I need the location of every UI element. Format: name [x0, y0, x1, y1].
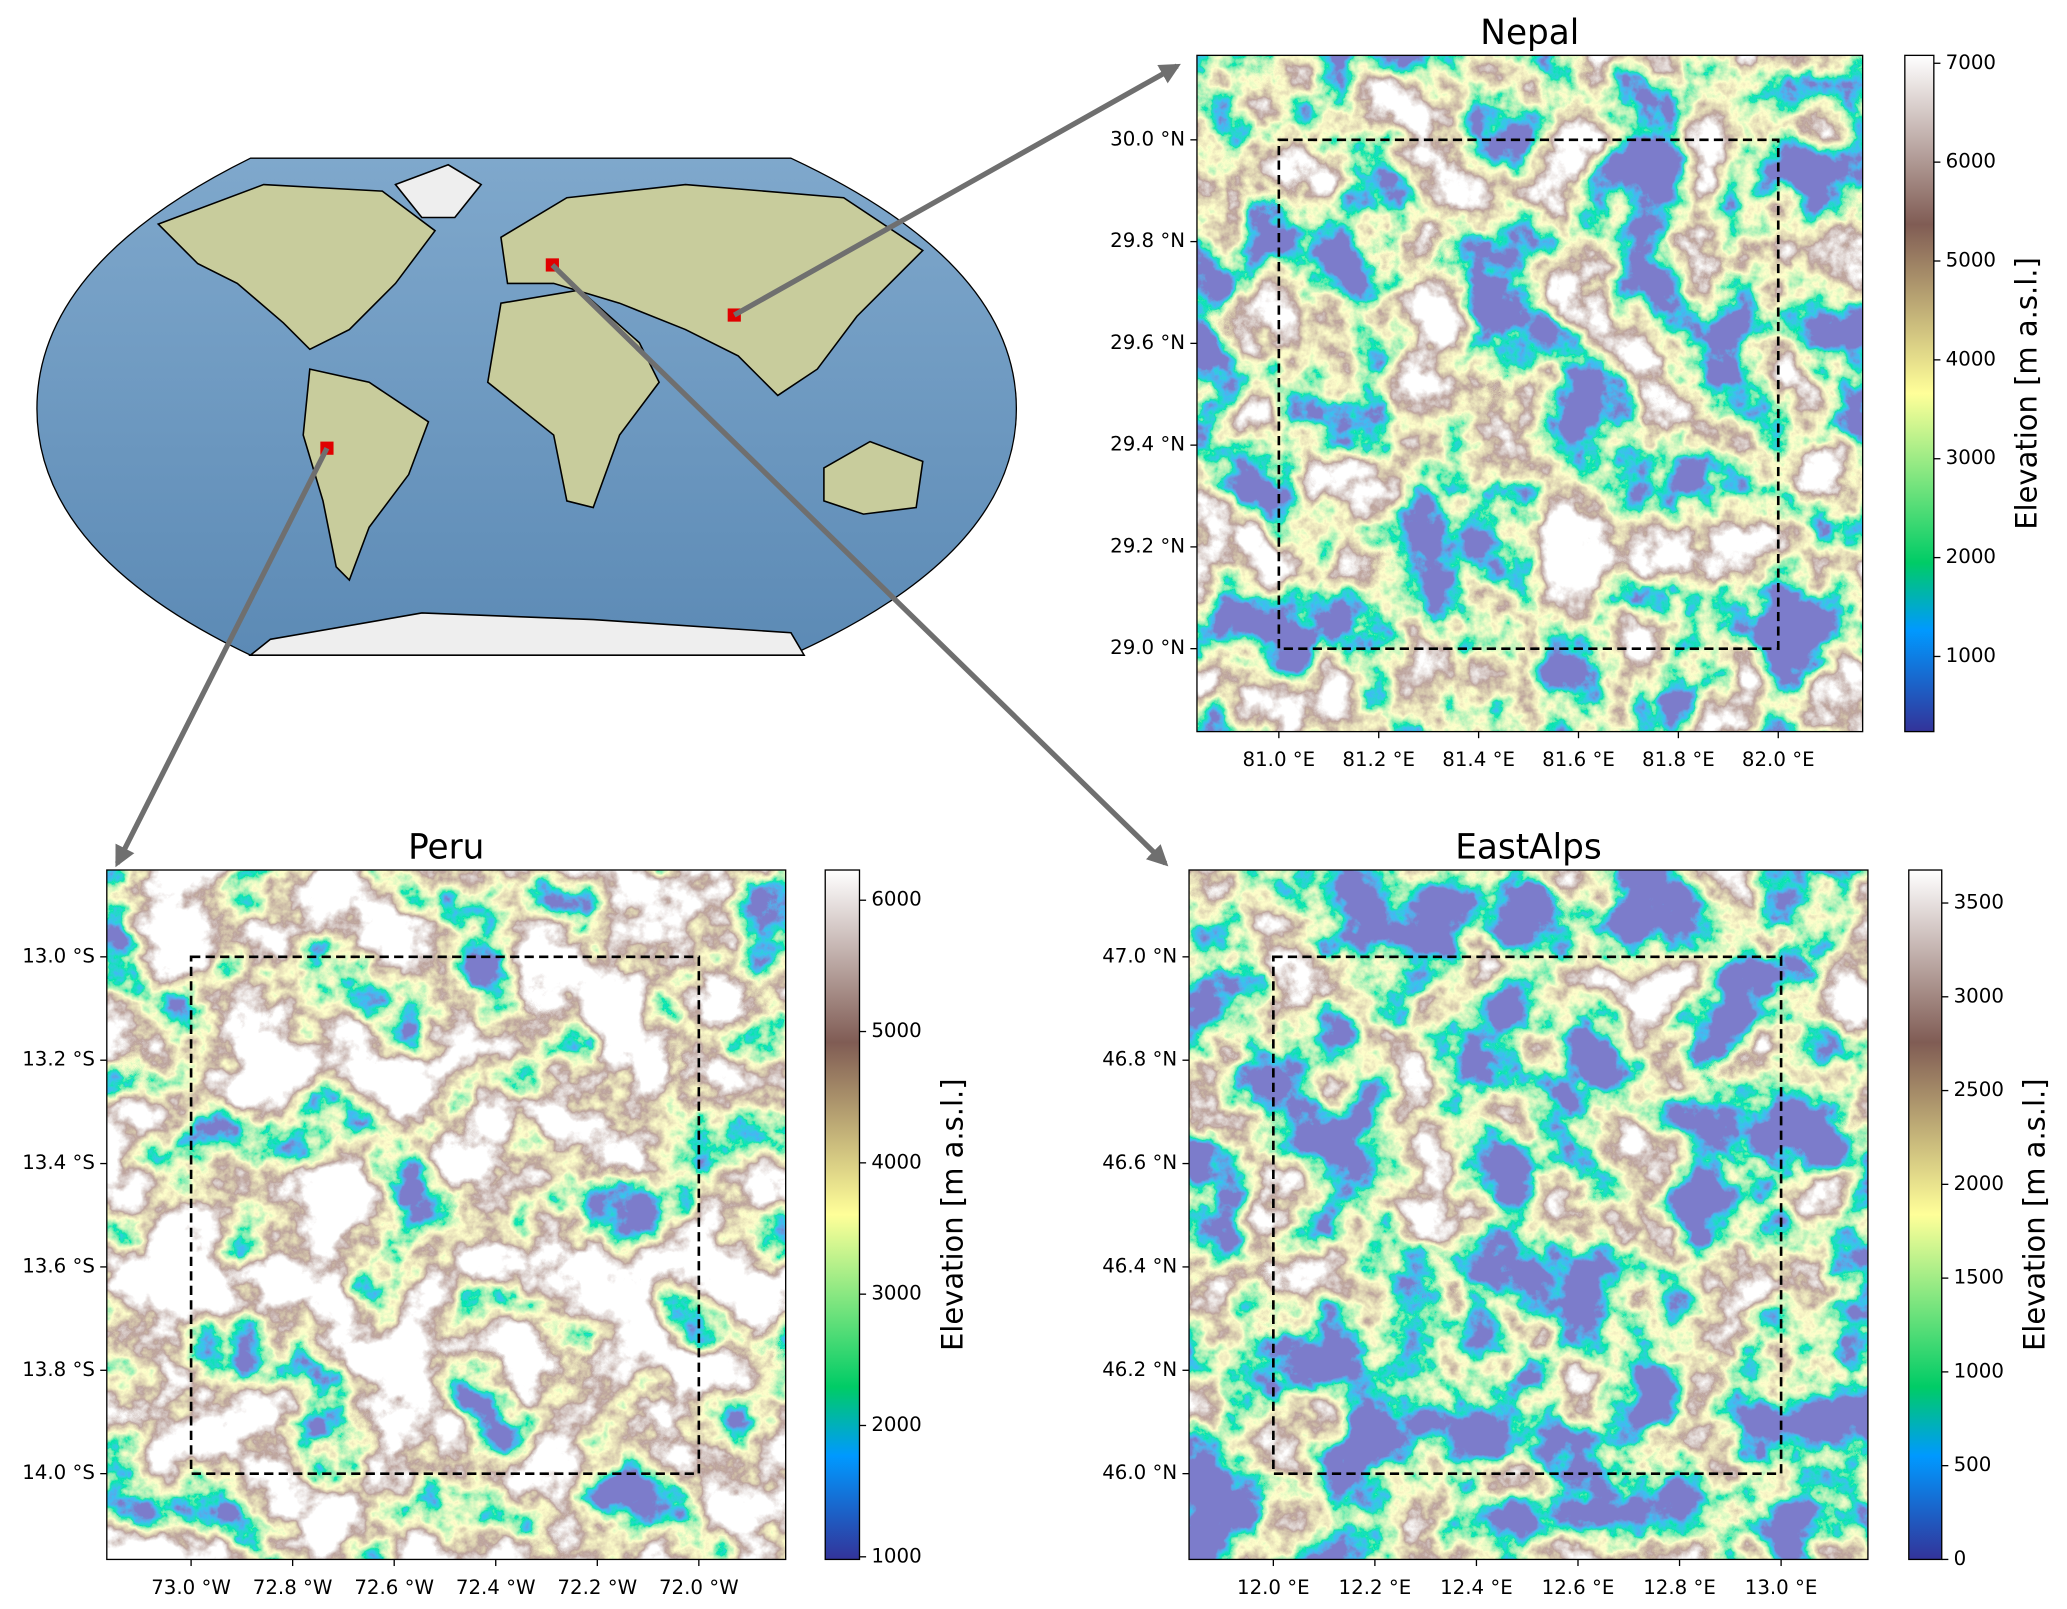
y-tick-label: 47.0 °N [1102, 944, 1177, 967]
map-panel: Nepal 81.0 °E 81.2 °E 81.4 °E 81.6 °E 81.8 °E… [1110, 13, 2044, 771]
plot-frame [1196, 54, 1864, 733]
panel-title: EastAlps [1455, 827, 1601, 867]
y-tick-label: 13.4 °S [22, 1151, 95, 1174]
colorbar-tick-label: 6000 [871, 888, 921, 911]
elevation-field [106, 870, 786, 1560]
y-tick-label: 14.0 °S [22, 1461, 95, 1484]
x-tick-label: 73.0 °W [151, 1576, 231, 1599]
map-panel: EastAlps 12.0 °E 12.2 °E 12.4 °E 12.6 °E 12.8… [1102, 827, 2051, 1599]
y-tick-label: 29.8 °N [1110, 229, 1185, 252]
y-tick-label: 46.2 °N [1102, 1358, 1177, 1381]
y-tick-label: 13.2 °S [22, 1048, 95, 1071]
colorbar-tick-label: 1000 [1954, 1359, 2004, 1382]
colorbar-tick-label: 3000 [1954, 984, 2004, 1007]
y-tick-label: 29.6 °N [1110, 331, 1185, 354]
land [823, 440, 924, 515]
colorbar [1908, 869, 1943, 1561]
elevation-field [1189, 870, 1868, 1560]
y-tick-label: 46.4 °N [1102, 1254, 1177, 1277]
colorbar-tick-label: 2000 [1954, 1172, 2004, 1195]
colorbar-tick-label: 1000 [871, 1544, 921, 1567]
land [394, 163, 483, 219]
colorbar-tick-label: 3000 [871, 1282, 921, 1305]
colorbar-tick-label: 0 [1954, 1547, 1967, 1570]
colorbar-tick-label: 3000 [1946, 446, 1996, 469]
y-tick-label: 13.6 °S [22, 1254, 95, 1277]
x-tick-label: 81.0 °E [1243, 748, 1316, 771]
x-tick-label: 81.6 °E [1542, 748, 1615, 771]
x-tick-label: 81.4 °E [1442, 748, 1515, 771]
panel-title: Nepal [1480, 13, 1579, 53]
colorbar [824, 869, 861, 1561]
elevation-field [1196, 55, 1863, 732]
x-tick-label: 81.2 °E [1342, 748, 1415, 771]
x-tick-label: 72.4 °W [456, 1576, 536, 1599]
y-tick-label: 46.6 °N [1102, 1151, 1177, 1174]
land [486, 289, 661, 509]
x-tick-label: 82.0 °E [1742, 748, 1815, 771]
land [156, 183, 437, 351]
colorbar-tick-label: 3500 [1954, 891, 2004, 914]
colorbar-tick-label: 4000 [1946, 347, 1996, 370]
x-tick-label: 72.8 °W [253, 1576, 333, 1599]
domain-box [1277, 138, 1780, 650]
colorbar-tick-label: 2500 [1954, 1078, 2004, 1101]
panel-title: Peru [408, 827, 484, 867]
arrow [732, 63, 1181, 318]
x-tick-label: 12.6 °E [1542, 1576, 1615, 1599]
y-tick-label: 13.8 °S [22, 1358, 95, 1381]
y-tick-label: 29.2 °N [1110, 534, 1185, 557]
y-tick-label: 13.0 °S [22, 944, 95, 967]
colorbar-tick-label: 7000 [1946, 51, 1996, 74]
land [302, 368, 430, 582]
y-tick-label: 29.4 °N [1110, 433, 1185, 456]
arrow [114, 447, 330, 868]
arrow [550, 263, 1169, 867]
domain-box [189, 955, 701, 1475]
colorbar-tick-label: 6000 [1946, 150, 1996, 173]
colorbar [1904, 54, 1935, 733]
x-tick-label: 12.8 °E [1643, 1576, 1716, 1599]
y-tick-label: 30.0 °N [1110, 127, 1185, 150]
colorbar-tick-label: 1500 [1954, 1266, 2004, 1289]
colorbar-label: Elevation [m a.s.l.] [2018, 1078, 2052, 1351]
colorbar-tick-label: 2000 [1946, 545, 1996, 568]
colorbar-label: Elevation [m a.s.l.] [2010, 257, 2044, 530]
x-tick-label: 72.2 °W [557, 1576, 637, 1599]
colorbar-tick-label: 2000 [871, 1413, 921, 1436]
x-tick-label: 72.6 °W [354, 1576, 434, 1599]
colorbar-tick-label: 5000 [871, 1019, 921, 1042]
x-tick-label: 12.4 °E [1440, 1576, 1513, 1599]
plot-frame [1188, 869, 1869, 1561]
colorbar-tick-label: 500 [1954, 1453, 1992, 1476]
colorbar-tick-label: 4000 [871, 1150, 921, 1173]
x-tick-label: 12.2 °E [1339, 1576, 1412, 1599]
land [500, 183, 925, 397]
map-panel: Peru 73.0 °W 72.8 °W 72.6 °W 72.4 °W 72.2 °W 7… [22, 827, 969, 1599]
land [248, 612, 806, 656]
colorbar-label: Elevation [m a.s.l.] [935, 1078, 969, 1351]
y-tick-label: 46.8 °N [1102, 1048, 1177, 1071]
x-tick-label: 72.0 °W [659, 1576, 739, 1599]
x-tick-label: 13.0 °E [1745, 1576, 1818, 1599]
colorbar-tick-label: 1000 [1946, 644, 1996, 667]
x-tick-label: 12.0 °E [1237, 1576, 1310, 1599]
plot-frame [106, 869, 787, 1561]
colorbar-tick-label: 5000 [1946, 249, 1996, 272]
y-tick-label: 29.0 °N [1110, 636, 1185, 659]
x-tick-label: 81.8 °E [1642, 748, 1715, 771]
domain-box [1272, 955, 1783, 1475]
y-tick-label: 46.0 °N [1102, 1461, 1177, 1484]
world-map [36, 63, 1181, 868]
